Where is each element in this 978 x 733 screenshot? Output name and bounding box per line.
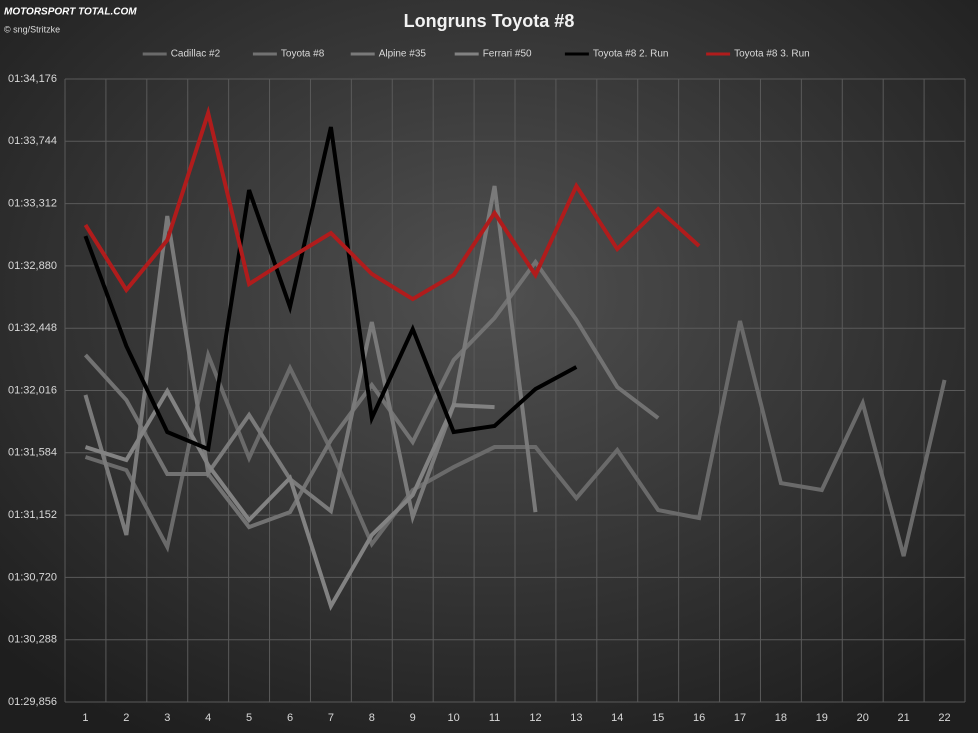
chart-title: Longruns Toyota #8 bbox=[404, 11, 575, 31]
y-tick-label: 01:33,312 bbox=[8, 198, 57, 210]
series-line bbox=[84, 320, 947, 557]
x-tick-label: 9 bbox=[410, 712, 416, 724]
y-tick-label: 01:34,176 bbox=[8, 73, 57, 85]
x-tick-label: 11 bbox=[489, 712, 500, 724]
x-tick-label: 14 bbox=[611, 712, 623, 724]
series-line bbox=[84, 387, 495, 612]
y-tick-label: 01:32,016 bbox=[8, 384, 57, 396]
x-tick-label: 19 bbox=[816, 712, 828, 724]
x-tick-label: 4 bbox=[205, 712, 211, 724]
x-tick-label: 15 bbox=[652, 712, 664, 724]
y-tick-label: 01:30,288 bbox=[8, 634, 57, 646]
x-tick-label: 21 bbox=[898, 712, 910, 724]
x-tick-label: 7 bbox=[328, 712, 334, 724]
x-tick-label: 3 bbox=[164, 712, 170, 724]
y-tick-label: 01:29,856 bbox=[8, 696, 57, 708]
legend-label: Alpine #35 bbox=[379, 49, 427, 60]
legend-label: Toyota #8 bbox=[281, 49, 325, 60]
x-tick-label: 13 bbox=[570, 712, 582, 724]
legend-label: Toyota #8 3. Run bbox=[734, 49, 810, 60]
series-line bbox=[83, 105, 701, 302]
x-tick-label: 20 bbox=[857, 712, 869, 724]
x-tick-label: 16 bbox=[693, 712, 705, 724]
x-tick-label: 22 bbox=[938, 712, 950, 724]
x-tick-label: 2 bbox=[123, 712, 129, 724]
series-line bbox=[83, 258, 660, 530]
legend-label: Ferrari #50 bbox=[483, 49, 532, 60]
logo: MOTORSPORT TOTAL.COM bbox=[4, 7, 137, 18]
y-tick-label: 01:31,584 bbox=[8, 447, 57, 459]
x-tick-label: 10 bbox=[448, 712, 460, 724]
series-line bbox=[83, 185, 538, 536]
x-tick-label: 6 bbox=[287, 712, 293, 724]
y-tick-label: 01:32,880 bbox=[8, 260, 57, 272]
x-tick-label: 8 bbox=[369, 712, 375, 724]
series-line bbox=[83, 126, 578, 452]
x-tick-label: 18 bbox=[775, 712, 787, 724]
y-tick-label: 01:31,152 bbox=[8, 509, 57, 521]
legend-label: Cadillac #2 bbox=[171, 49, 221, 60]
credit: © sng/Stritzke bbox=[4, 24, 60, 34]
y-tick-label: 01:30,720 bbox=[8, 571, 57, 583]
x-tick-label: 12 bbox=[529, 712, 541, 724]
legend-label: Toyota #8 2. Run bbox=[593, 49, 669, 60]
y-tick-label: 01:33,744 bbox=[8, 135, 57, 147]
x-tick-label: 17 bbox=[734, 712, 746, 724]
x-tick-label: 5 bbox=[246, 712, 252, 724]
y-tick-label: 01:32,448 bbox=[8, 322, 57, 334]
x-tick-label: 1 bbox=[82, 712, 88, 724]
